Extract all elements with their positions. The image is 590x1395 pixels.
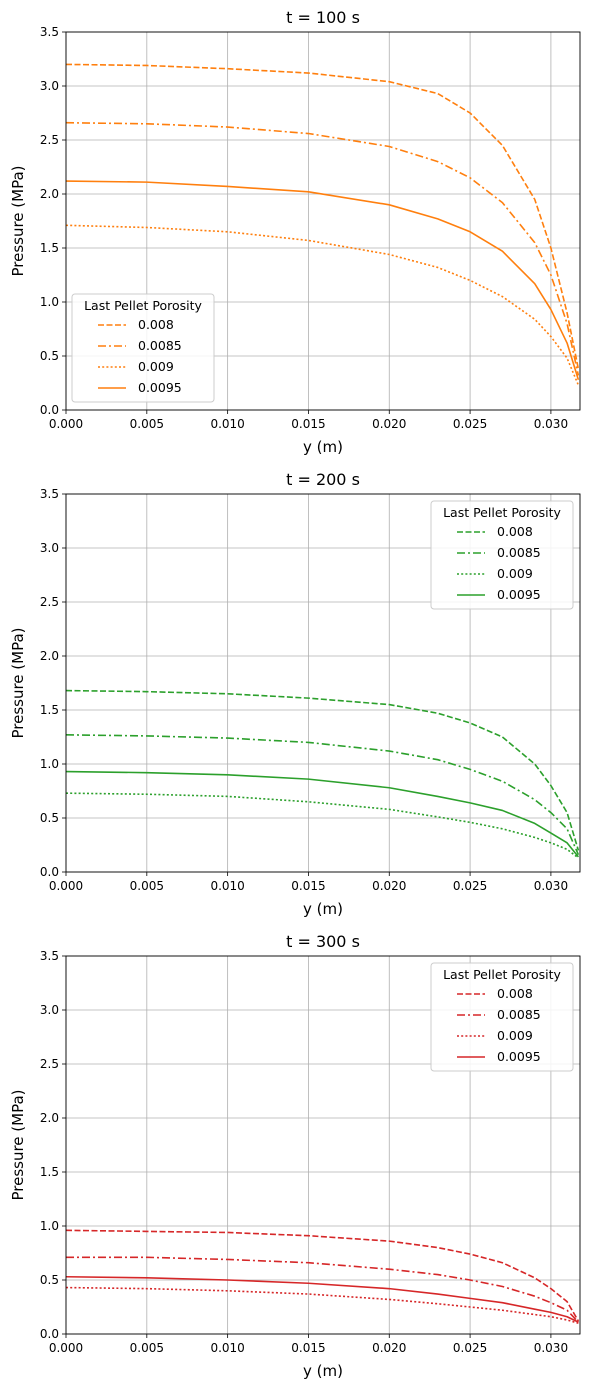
series-line-0.0095 [65, 770, 580, 858]
y-tick-label: 3.0 [40, 1003, 59, 1017]
legend: Last Pellet Porosity 0.008 0.0085 0.009 0.00… [430, 962, 574, 1072]
y-tick-label: 1.5 [40, 703, 59, 717]
y-tick-label: 3.0 [40, 79, 59, 93]
legend-box [430, 500, 574, 610]
legend-label: 0.008 [138, 317, 174, 332]
y-tick-label: 1.0 [40, 1219, 59, 1233]
y-tick-label: 2.5 [40, 1057, 59, 1071]
plot-frame [65, 31, 581, 411]
y-axis-label: Pressure (MPa) [9, 627, 27, 738]
series-line-0.0085 [66, 1256, 579, 1323]
y-tick-label: 1.0 [40, 295, 59, 309]
y-tick-label: 0.5 [40, 1273, 59, 1287]
legend-title: Last Pellet Porosity [443, 505, 561, 520]
y-tick-label: 3.5 [40, 25, 59, 39]
x-tick-label: 0.015 [291, 417, 325, 431]
legend-label: 0.008 [497, 524, 533, 539]
y-tick-label: 3.5 [40, 949, 59, 963]
legend-label: 0.009 [138, 359, 174, 374]
y-tick-label: 2.0 [40, 187, 59, 201]
series-line-0.0085 [65, 734, 580, 856]
y-tick-label: 2.5 [40, 595, 59, 609]
y-tick-label: 2.0 [40, 649, 59, 663]
y-tick-label: 2.0 [40, 1111, 59, 1125]
series-line-0.0085 [65, 121, 580, 376]
x-tick-label: 0.010 [210, 417, 244, 431]
legend-label: 0.0085 [138, 338, 182, 353]
y-tick-label: 0.5 [40, 811, 59, 825]
x-tick-label: 0.005 [130, 879, 164, 893]
x-axis-label: y (m) [303, 900, 343, 918]
x-tick-label: 0.015 [291, 879, 325, 893]
legend-label: 0.009 [497, 1028, 533, 1043]
x-tick-label: 0.025 [453, 417, 487, 431]
x-tick-label: 0.005 [130, 417, 164, 431]
plot-frame [65, 955, 581, 1335]
y-tick-label: 0.0 [40, 865, 59, 879]
series-line-0.008 [65, 63, 580, 370]
x-tick-label: 0.015 [291, 1341, 325, 1355]
legend-label: 0.008 [497, 986, 533, 1001]
x-tick-label: 0.030 [534, 879, 568, 893]
x-tick-label: 0.000 [49, 879, 83, 893]
x-tick-label: 0.010 [210, 1341, 244, 1355]
y-axis-label: Pressure (MPa) [9, 165, 27, 276]
chart-title: t = 200 s [286, 470, 360, 489]
y-tick-label: 1.0 [40, 757, 59, 771]
x-tick-label: 0.030 [534, 1341, 568, 1355]
chart-panel-2: 0.000 0.005 0.010 0.015 0.020 0.025 0.030 0.0 0.… [9, 470, 581, 918]
legend-label: 0.0085 [497, 1007, 541, 1022]
legend: Last Pellet Porosity 0.008 0.0085 0.009 0.00… [430, 500, 574, 610]
legend: Last Pellet Porosity 0.008 0.0085 0.009 0.00… [71, 293, 215, 403]
series-line-0.009 [65, 224, 580, 386]
y-axis-label: Pressure (MPa) [9, 1089, 27, 1200]
x-tick-label: 0.020 [372, 417, 406, 431]
x-tick-label: 0.025 [453, 879, 487, 893]
legend-label: 0.0095 [497, 587, 541, 602]
chart-panel-1: 0.000 0.005 0.010 0.015 0.020 0.025 0.030 0.0 0.… [9, 8, 581, 456]
chart-panel-3: 0.000 0.005 0.010 0.015 0.020 0.025 0.030 0.0 0.… [9, 932, 581, 1380]
plot-frame [65, 493, 581, 873]
y-tick-label: 1.5 [40, 241, 59, 255]
y-tick-label: 0.0 [40, 1327, 59, 1341]
series-line-0.0095 [65, 1275, 579, 1323]
legend-title: Last Pellet Porosity [84, 298, 202, 313]
x-axis-label: y (m) [303, 1362, 343, 1380]
chart-title: t = 300 s [286, 932, 360, 951]
series-line-0.009 [65, 1286, 579, 1324]
y-tick-label: 0.5 [40, 349, 59, 363]
legend-label: 0.0095 [497, 1049, 541, 1064]
y-tick-label: 2.5 [40, 133, 59, 147]
x-axis-label: y (m) [303, 438, 343, 456]
legend-title: Last Pellet Porosity [443, 967, 561, 982]
series-line-0.008 [65, 689, 580, 851]
legend-label: 0.009 [497, 566, 533, 581]
x-tick-label: 0.010 [210, 879, 244, 893]
legend-box [71, 293, 215, 403]
series-line-0.008 [65, 1229, 580, 1322]
x-tick-label: 0.000 [49, 417, 83, 431]
y-tick-label: 3.0 [40, 541, 59, 555]
legend-label: 0.0095 [138, 380, 182, 395]
x-tick-label: 0.025 [453, 1341, 487, 1355]
x-tick-label: 0.000 [49, 1341, 83, 1355]
y-tick-label: 0.0 [40, 403, 59, 417]
chart-title: t = 100 s [286, 8, 360, 27]
series-line-0.0095 [65, 180, 580, 380]
y-tick-label: 1.5 [40, 1165, 59, 1179]
x-tick-label: 0.020 [372, 1341, 406, 1355]
y-tick-label: 3.5 [40, 487, 59, 501]
legend-label: 0.0085 [497, 545, 541, 560]
series-line-0.009 [65, 792, 579, 859]
x-tick-label: 0.030 [534, 417, 568, 431]
legend-box [430, 962, 574, 1072]
x-tick-label: 0.005 [130, 1341, 164, 1355]
x-tick-label: 0.020 [372, 879, 406, 893]
